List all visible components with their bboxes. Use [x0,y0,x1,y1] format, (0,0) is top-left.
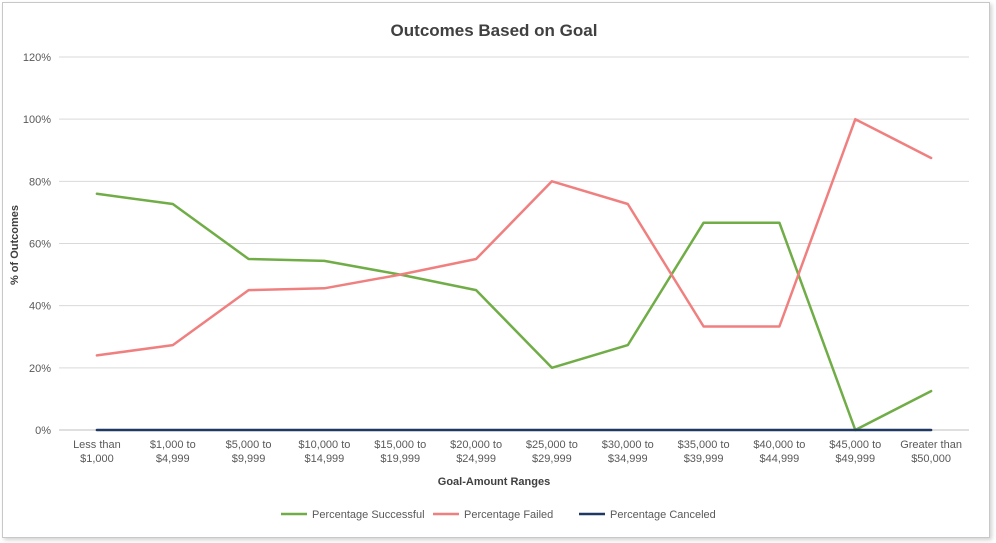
y-tick-label: 60% [29,239,51,251]
x-axis-title: Goal-Amount Ranges [438,476,550,488]
y-tick-label: 40% [29,301,51,313]
line-chart: Outcomes Based on Goal 0% 20% 40% 60% 80% 100… [9,21,969,521]
x-tick-label: $1,000 to $4,999 [150,439,196,465]
x-tick-label: Less than $1,000 [73,439,121,465]
x-tick-label: $25,000 to $29,999 [526,439,578,465]
chart-title: Outcomes Based on Goal [391,21,598,40]
chart-area: Outcomes Based on Goal 0% 20% 40% 60% 80% 100… [2,2,990,538]
x-tick-label: $30,000 to $34,999 [602,439,654,465]
x-tick-label: $20,000 to $24,999 [450,439,502,465]
legend-label: Percentage Canceled [610,509,716,521]
x-tick-label: Greater than $50,000 [900,439,962,465]
series-lines [95,117,933,432]
series-line-percentage-successful [95,192,933,432]
y-tick-label: 20% [29,363,51,375]
gridlines [59,56,969,431]
y-axis-title: % of Outcomes [9,205,21,285]
x-tick-label: $10,000 to $14,999 [298,439,350,465]
x-axis-ticks: Less than $1,000 $1,000 to $4,999 $5,000 to $… [73,439,962,465]
y-tick-label: 100% [23,114,51,126]
x-tick-label: $15,000 to $19,999 [374,439,426,465]
x-tick-label: $40,000 to $44,999 [753,439,805,465]
legend: Percentage Successful Percentage Failed Pe… [281,509,716,521]
legend-label: Percentage Successful [312,509,425,521]
y-tick-label: 0% [35,425,51,437]
y-tick-label: 80% [29,176,51,188]
series-line-percentage-failed [95,117,933,357]
x-tick-label: $5,000 to $9,999 [226,439,272,465]
x-tick-label: $45,000 to $49,999 [829,439,881,465]
y-axis-ticks: 0% 20% 40% 60% 80% 100% 120% [23,52,51,437]
legend-label: Percentage Failed [464,509,553,521]
x-tick-label: $35,000 to $39,999 [678,439,730,465]
y-tick-label: 120% [23,52,51,64]
